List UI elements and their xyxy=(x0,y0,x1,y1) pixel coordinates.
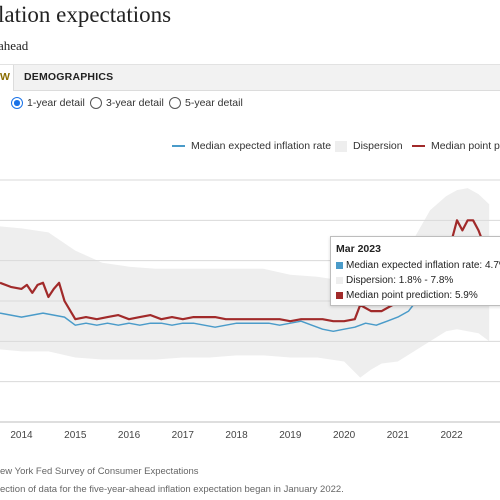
radio-selected-icon xyxy=(11,97,23,109)
x-tick-label: 2019 xyxy=(279,430,302,441)
x-tick-label: 2020 xyxy=(333,430,356,441)
dispersion-band xyxy=(0,188,490,378)
tooltip-title: Mar 2023 xyxy=(336,243,381,255)
legend-point-prediction[interactable]: Median point predic xyxy=(412,140,500,152)
x-tick-label: 2017 xyxy=(172,430,195,441)
radio-5-year[interactable]: 5-year detail xyxy=(169,97,243,109)
footer-source: ew York Fed Survey of Consumer Expectati… xyxy=(0,466,199,477)
legend-dispersion[interactable]: Dispersion xyxy=(335,140,403,152)
median-expected-rate-line xyxy=(0,296,420,333)
tab-overview[interactable]: W xyxy=(0,65,14,91)
tab-bar: W DEMOGRAPHICS xyxy=(0,64,500,91)
tooltip-dispersion-swatch xyxy=(336,277,343,284)
legend-point-prediction-label: Median point predic xyxy=(431,140,500,152)
tab-demographics[interactable]: DEMOGRAPHICS xyxy=(24,71,114,83)
radio-3-year-label: 3-year detail xyxy=(106,97,164,109)
median-rate-line-icon xyxy=(172,145,185,147)
x-tick-label: 2015 xyxy=(64,430,87,441)
radio-1-year-label: 1-year detail xyxy=(27,97,85,109)
radio-1-year[interactable]: 1-year detail xyxy=(11,97,85,109)
page-title: lation expectations xyxy=(0,2,172,27)
x-tick-label: 2021 xyxy=(387,430,410,441)
footer-note: ection of data for the five-year-ahead i… xyxy=(0,484,344,495)
x-tick-label: 2022 xyxy=(440,430,463,441)
radio-unselected-icon xyxy=(169,97,181,109)
x-tick-label: 2014 xyxy=(10,430,33,441)
tooltip-median-rate-swatch xyxy=(336,262,343,269)
radio-3-year[interactable]: 3-year detail xyxy=(90,97,164,109)
tooltip-point-prediction-text: Median point prediction: 5.9% xyxy=(346,290,478,301)
tooltip-median-rate: Median expected inflation rate: 4.7% xyxy=(336,260,500,271)
legend-median-rate-label: Median expected inflation rate xyxy=(191,140,332,152)
legend-median-rate[interactable]: Median expected inflation rate xyxy=(172,140,331,152)
chart-tooltip: Mar 2023 Median expected inflation rate:… xyxy=(330,236,500,306)
x-tick-label: 2016 xyxy=(118,430,141,441)
dispersion-box-icon xyxy=(335,140,347,152)
tooltip-median-rate-text: Median expected inflation rate: 4.7% xyxy=(346,260,500,271)
tooltip-dispersion: Dispersion: 1.8% - 7.8% xyxy=(336,275,453,286)
x-tick-label: 2018 xyxy=(225,430,248,441)
point-prediction-line-icon xyxy=(412,145,425,147)
radio-unselected-icon xyxy=(90,97,102,109)
radio-5-year-label: 5-year detail xyxy=(185,97,243,109)
tooltip-point-prediction: Median point prediction: 5.9% xyxy=(336,290,478,301)
tooltip-point-prediction-swatch xyxy=(336,292,343,299)
tooltip-dispersion-text: Dispersion: 1.8% - 7.8% xyxy=(346,275,454,286)
legend-dispersion-label: Dispersion xyxy=(353,140,403,152)
page-subtitle: ahead xyxy=(0,38,29,53)
